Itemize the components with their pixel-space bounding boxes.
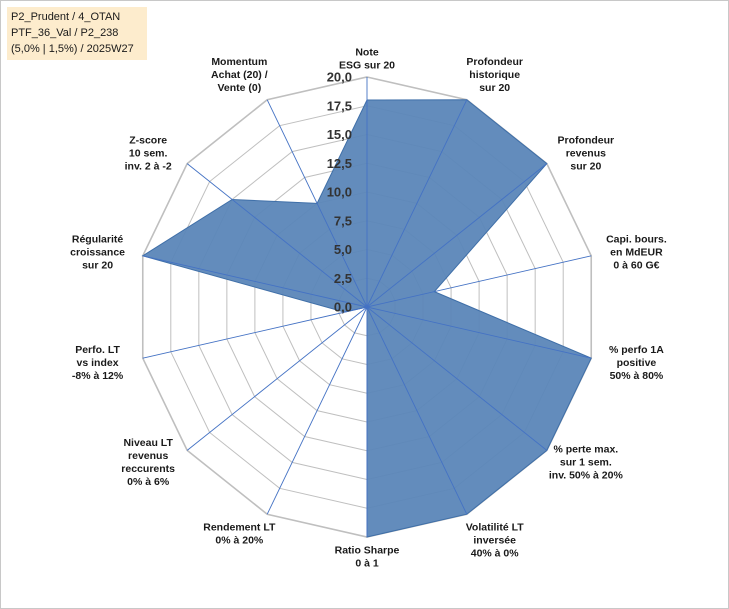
axis-label-4: Capi. bours. en MdEUR 0 à 60 G€ [606, 234, 667, 272]
axis-spoke-9 [266, 306, 368, 515]
axis-spoke-6 [366, 306, 548, 451]
tick-label-1: 2,5 [334, 271, 352, 286]
tick-label-0: 0,0 [334, 300, 352, 315]
tick-label-5: 12,5 [327, 156, 352, 171]
axis-label-7: Volatilité LT inversée 40% à 0% [466, 522, 525, 560]
axis-spoke-7 [366, 306, 468, 515]
axis-label-1: Note ESG sur 20 [339, 46, 395, 71]
axis-label-14: Momentum Achat (20) / Vente (0) [211, 56, 268, 94]
tick-label-7: 17,5 [327, 98, 352, 113]
info-line-3: (5,0% | 1,5%) / 2025W27 [11, 43, 134, 55]
tick-label-4: 10,0 [327, 185, 352, 200]
axis-spoke-4 [366, 255, 592, 308]
axis-label-2: Profondeur historique sur 20 [466, 56, 523, 94]
axis-spoke-5 [366, 306, 592, 359]
axis-label-13: Z-score 10 sem. inv. 2 à -2 [125, 134, 172, 172]
axis-spoke-12 [142, 255, 368, 308]
axis-spoke-11 [142, 306, 368, 359]
axis-spoke-13 [186, 163, 368, 308]
axis-label-9: Rendement LT 0% à 20% [203, 522, 276, 547]
tick-label-3: 7,5 [334, 213, 352, 228]
axis-label-8: Ratio Sharpe 0 à 1 [335, 544, 400, 569]
axis-label-5: % perfo 1A positive 50% à 80% [609, 344, 664, 382]
tick-label-2: 5,0 [334, 242, 352, 257]
axis-label-10: Niveau LT revenus reccurents 0% à 6% [121, 437, 175, 488]
tick-label-8: 20,0 [327, 70, 352, 85]
axis-label-3: Profondeur revenus sur 20 [558, 134, 615, 172]
info-line-2: PTF_36_Val / P2_238 [11, 27, 119, 39]
info-box: P2_Prudent / 4_OTAN PTF_36_Val / P2_238 … [7, 7, 147, 60]
axis-label-12: Régularité croissance sur 20 [70, 234, 125, 272]
axis-label-11: Perfo. LT vs index -8% à 12% [72, 344, 124, 382]
axis-label-6: % perte max. sur 1 sem. inv. 50% à 20% [549, 444, 624, 482]
tick-label-6: 15,0 [327, 127, 352, 142]
info-line-1: P2_Prudent / 4_OTAN [11, 11, 121, 23]
axis-spoke-14 [266, 99, 368, 308]
axis-spoke-10 [186, 306, 368, 451]
axis-spoke-3 [366, 163, 548, 308]
axis-spoke-2 [366, 99, 468, 308]
